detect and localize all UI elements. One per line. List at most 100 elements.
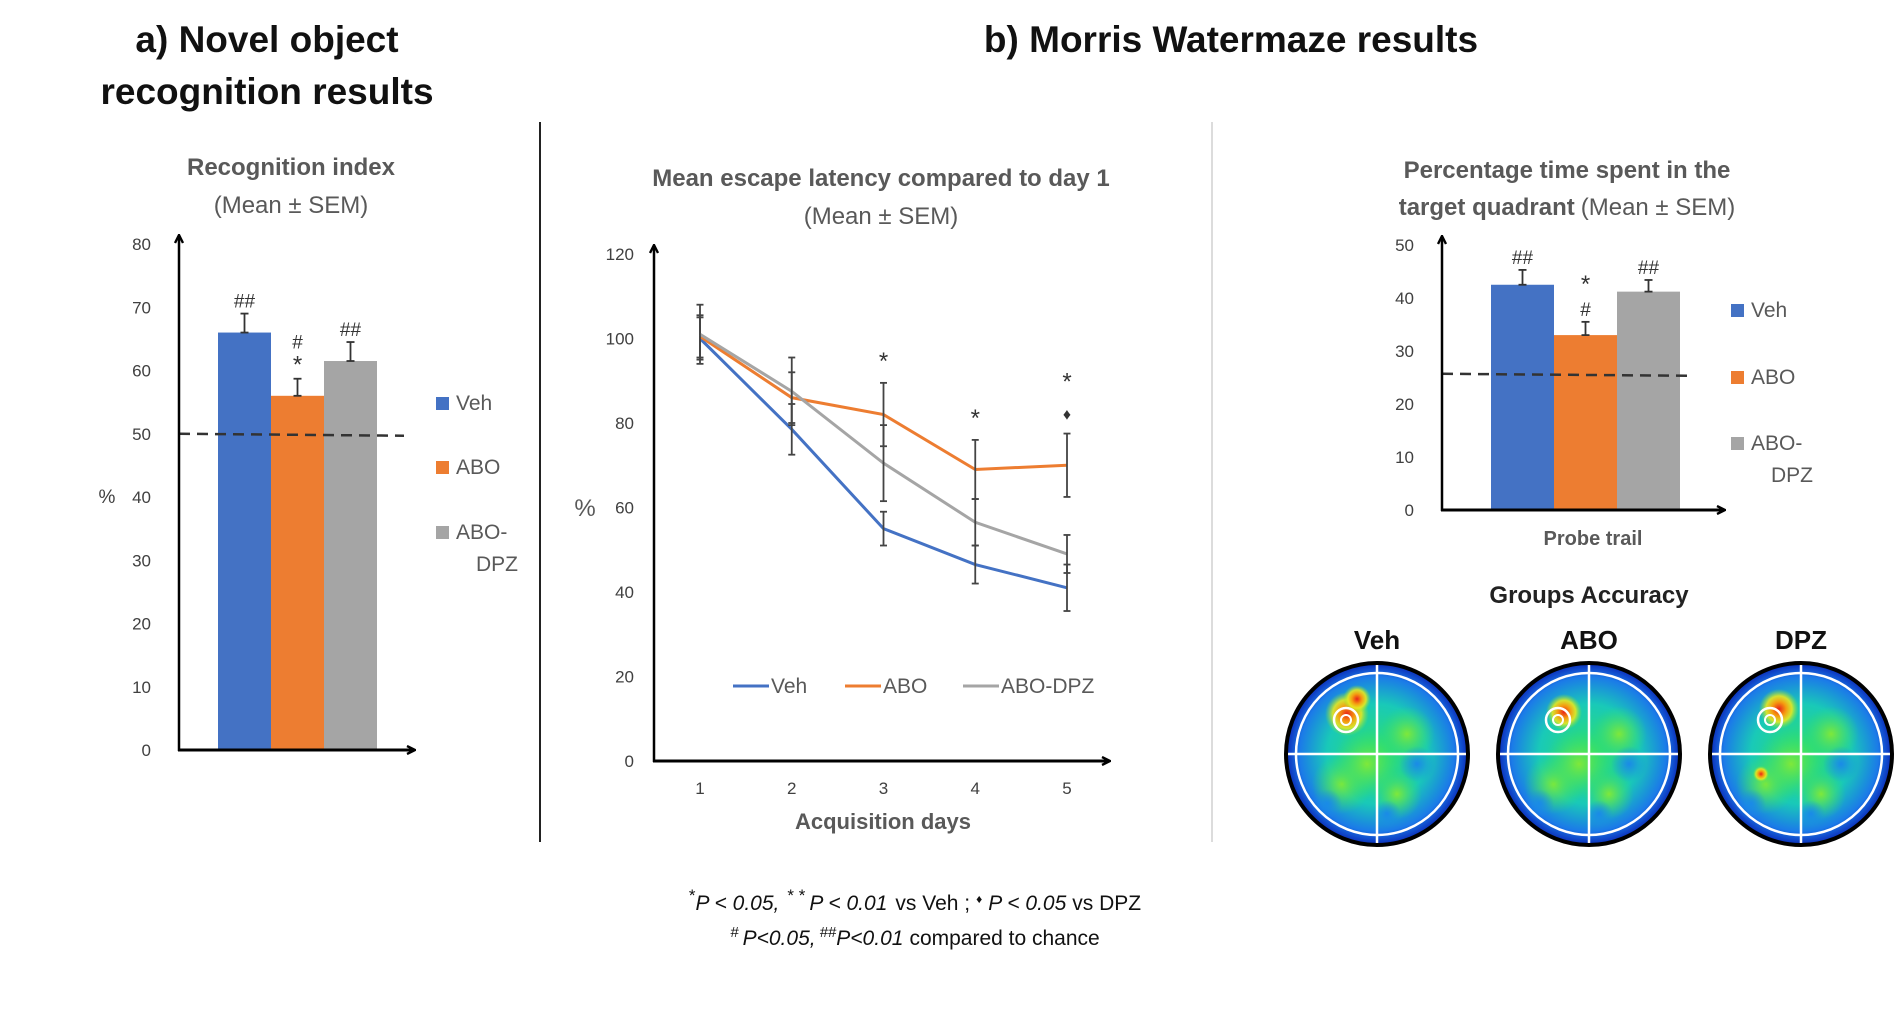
pool-border [1496, 661, 1682, 847]
y-tick-label: 70 [132, 298, 151, 317]
bar-veh [1491, 284, 1554, 510]
heatmap-blob [1756, 729, 1826, 799]
bar-veh [218, 332, 271, 750]
bar-abo-dpz [324, 361, 377, 750]
y-tick-label: 60 [132, 362, 151, 381]
y-tick-label: 10 [132, 678, 151, 697]
bar-abo-dpz [1617, 291, 1680, 510]
y-tick-label: 40 [615, 583, 634, 602]
significance-label: * [1062, 369, 1071, 396]
significance-label: ## [1512, 248, 1534, 269]
legend-label: ABO-DPZ [1001, 675, 1095, 698]
legend-label: ABO [1751, 366, 1795, 389]
heatmap-label: ABO [1560, 625, 1618, 655]
legend-label: ABO- [456, 521, 507, 544]
legend-swatch [436, 461, 449, 474]
y-tick-label: 20 [132, 615, 151, 634]
bar-abo [1554, 335, 1617, 510]
heatmap-blob [1373, 800, 1401, 828]
heatmap-blob [1797, 800, 1825, 828]
chart-c-subtitle: (Mean ± SEM) [1581, 194, 1736, 221]
chance-line [178, 432, 405, 437]
legend-label: Veh [1751, 299, 1787, 322]
heatmap-blob [1823, 746, 1859, 782]
chart-b-subtitle: (Mean ± SEM) [804, 203, 959, 230]
legend-label: Veh [771, 675, 807, 698]
panel-a-title-line1: a) Novel object [135, 19, 398, 60]
y-tick-label: 50 [1395, 236, 1414, 255]
platform-inner-ring [1764, 714, 1776, 726]
chart-c-xlabel: Probe trail [1544, 528, 1643, 550]
heatmap-abo [1496, 661, 1682, 847]
heatmap-hotspot [1343, 685, 1371, 713]
x-tick-label: 5 [1062, 779, 1071, 798]
legend-swatch [436, 397, 449, 410]
fn-text: compared to chance [909, 927, 1099, 950]
fn-text: vs Veh ; [895, 892, 970, 915]
chart-b-title: Mean escape latency compared to day 1 [652, 165, 1110, 192]
platform-outer-ring [1332, 706, 1360, 734]
fn-text: P < 0.01 [809, 892, 887, 915]
fn-sym: ♦ [976, 892, 982, 906]
heatmap-blob [1524, 789, 1554, 819]
y-tick-label: 80 [132, 235, 151, 254]
bar-abo [271, 395, 324, 750]
y-tick-label: 10 [1395, 448, 1414, 467]
legend-label: ABO- [1751, 432, 1802, 455]
significance-label: * [971, 405, 980, 432]
legend-label: ABO [883, 675, 927, 698]
heatmap-blob [1544, 729, 1614, 799]
fn-text: vs DPZ [1072, 892, 1141, 915]
pool-border [1708, 661, 1894, 847]
heatmaps: Veh ABO DPZ [1284, 625, 1894, 847]
fn-text: P < 0.05, [696, 892, 780, 915]
y-tick-label: 0 [625, 752, 634, 771]
chart-a-title: Recognition index [187, 154, 396, 181]
fn-sym: ## [820, 924, 837, 941]
y-tick-label: 0 [1405, 501, 1414, 520]
x-tick-label: 1 [695, 779, 704, 798]
platform-outer-ring [1544, 706, 1572, 734]
y-tick-label: 50 [132, 425, 151, 444]
heatmap-hotspot [1759, 689, 1799, 729]
legend-swatch [1731, 371, 1744, 384]
y-tick-label: 20 [615, 668, 634, 687]
chart-a-subtitle: (Mean ± SEM) [214, 192, 369, 219]
significance-label: # [292, 333, 303, 354]
y-tick-label: 80 [615, 414, 634, 433]
heatmap-hotspot [1753, 766, 1769, 782]
y-tick-label: 0 [142, 741, 151, 760]
chart-b-xlabel: Acquisition days [795, 809, 971, 834]
fn-sym: # [730, 924, 739, 941]
legend-label: ABO [456, 456, 500, 479]
x-tick-label: 4 [971, 779, 980, 798]
y-tick-label: 30 [1395, 342, 1414, 361]
significance-label: # [1580, 300, 1591, 321]
chart-c-title-bold: target quadrant [1399, 194, 1575, 221]
legend-swatch [1731, 304, 1744, 317]
legend-label: DPZ [476, 553, 518, 576]
heatmap-hotspot [1546, 694, 1582, 730]
heatmap-blob [1399, 746, 1435, 782]
significance-label: ## [1638, 258, 1660, 279]
y-axis-label: % [99, 487, 116, 508]
platform-outer-ring [1756, 706, 1784, 734]
pool-border [1284, 661, 1470, 847]
heatmaps-title: Groups Accuracy [1489, 582, 1689, 609]
legend-swatch [1731, 437, 1744, 450]
x-tick-label: 2 [787, 779, 796, 798]
footnote-line1: *P < 0.05, * * P < 0.01 vs Veh ; ♦ P < 0.05 vs… [689, 886, 1141, 916]
panel-a-title-line2: recognition results [100, 71, 433, 112]
significance-label: ## [340, 320, 362, 341]
y-tick-label: 40 [132, 488, 151, 507]
heatmap-dpz [1708, 661, 1894, 847]
platform-inner-ring [1340, 714, 1352, 726]
platform-inner-ring [1552, 714, 1564, 726]
fn-sym: * * [787, 886, 805, 905]
x-tick-label: 3 [879, 779, 888, 798]
fn-text: P < 0.05 [988, 892, 1066, 915]
heatmap-label: DPZ [1775, 625, 1827, 655]
chart-c-title: Percentage time spent in the [1404, 157, 1731, 184]
chart-b-ylabel: % [574, 495, 595, 522]
